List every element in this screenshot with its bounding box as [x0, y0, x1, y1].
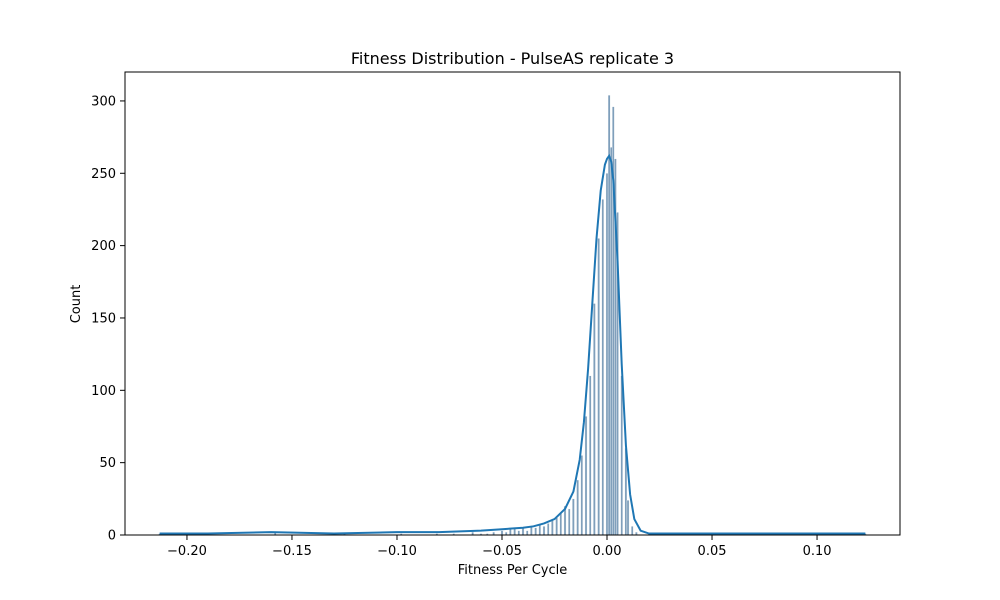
histogram-bar — [526, 530, 529, 536]
histogram-bar — [568, 508, 571, 536]
plot-frame — [124, 71, 901, 536]
histogram-bar — [610, 147, 613, 536]
histogram-bar — [593, 303, 596, 536]
histogram-bar — [521, 527, 525, 536]
histogram-bar — [601, 199, 605, 536]
histogram-bar — [559, 513, 563, 536]
y-tick-label: 150 — [91, 311, 116, 326]
histogram-bar — [555, 517, 558, 536]
x-tick-label: 0.05 — [698, 544, 727, 559]
y-tick-label: 0 — [108, 529, 116, 544]
y-tick-label: 50 — [99, 456, 116, 471]
histogram-bar — [626, 500, 630, 536]
histogram-bar — [572, 498, 575, 536]
x-tick-label: −0.05 — [482, 544, 522, 559]
y-tick-label: 100 — [91, 384, 116, 399]
histogram-bar — [547, 523, 550, 536]
histogram-bar — [534, 527, 537, 536]
histogram-bar — [605, 173, 609, 536]
y-axis: 0 50 100 150 200 250 300 — [91, 94, 125, 544]
x-tick-label: −0.10 — [377, 544, 417, 559]
histogram-bar — [580, 455, 584, 536]
x-axis-title: Fitness Per Cycle — [458, 563, 568, 578]
histogram-bar — [607, 95, 611, 536]
y-tick-label: 300 — [91, 94, 116, 109]
histogram-bar — [631, 526, 634, 536]
histogram-bar — [500, 530, 504, 536]
histogram-bar — [538, 524, 542, 536]
histogram-bar — [576, 479, 579, 536]
kde-line — [159, 153, 866, 535]
y-axis-title: Count — [69, 285, 84, 324]
x-axis: −0.20 −0.15 −0.10 −0.05 0.00 0.05 0.10 — [167, 535, 832, 559]
x-tick-label: 0.10 — [803, 544, 832, 559]
histogram-bars — [158, 95, 867, 536]
histogram-bar — [542, 526, 546, 536]
histogram-bar — [597, 238, 600, 536]
y-tick-label: 250 — [91, 167, 116, 182]
y-tick-label: 200 — [91, 239, 116, 254]
x-tick-label: 0.00 — [593, 544, 622, 559]
histogram-bar — [620, 375, 623, 536]
histogram-bar — [517, 530, 521, 536]
histogram-bar — [509, 529, 512, 536]
chart-title: Fitness Distribution - PulseAS replicate… — [351, 49, 674, 68]
x-tick-label: −0.15 — [272, 544, 312, 559]
histogram-bar — [551, 520, 554, 536]
histogram-bar — [589, 375, 592, 536]
histogram-bar — [584, 416, 588, 536]
x-tick-label: −0.20 — [167, 544, 207, 559]
